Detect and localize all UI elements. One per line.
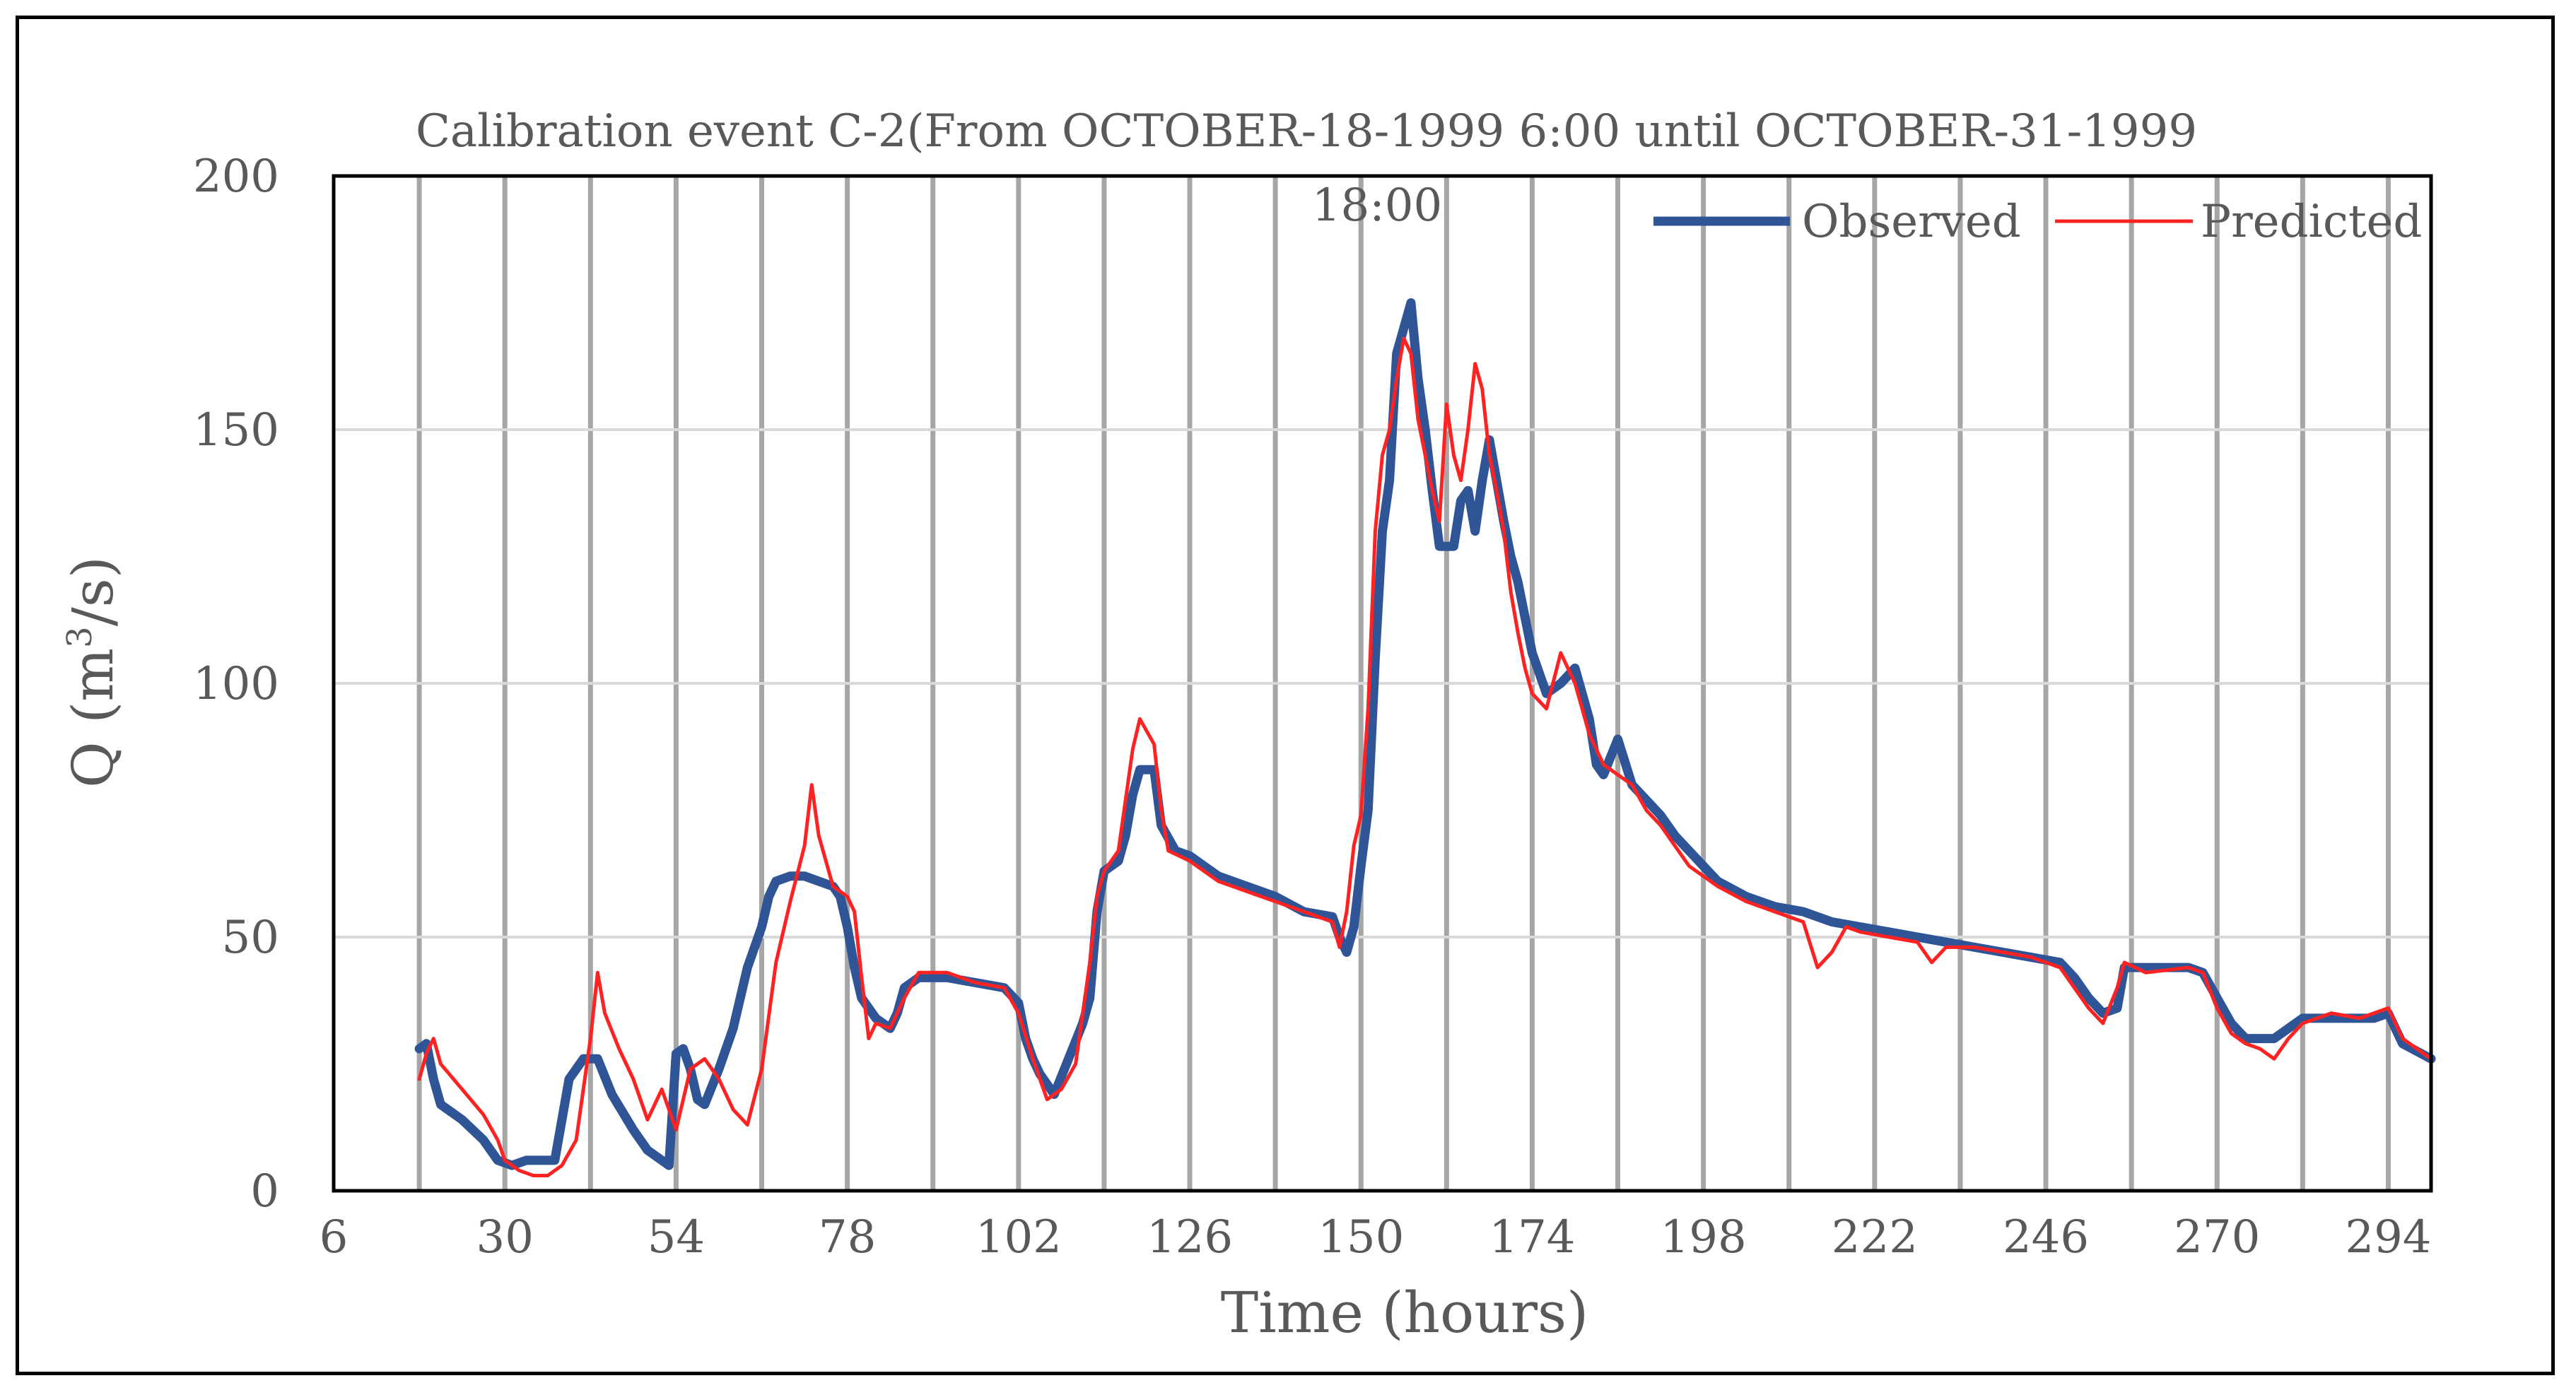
x-tick-label: 222 [1832,1211,1918,1264]
y-tick-label: 200 [193,151,279,203]
y-tick-labels: 0 50 100 150 200 [193,151,279,1218]
x-tick-label: 54 [648,1211,705,1264]
x-axis-title: Time (hours) [1221,1280,1589,1346]
y-axis-title-main: Q (m [60,648,126,788]
plot-area-border [332,174,2433,1193]
x-tick-label: 102 [976,1211,1062,1264]
y-tick-label: 50 [222,912,279,964]
x-tick-label: 150 [1318,1211,1404,1264]
y-tick-label: 0 [250,1165,279,1218]
chart-title-line-2: 18:00 [1312,179,1442,232]
x-tick-label: 270 [2174,1211,2260,1264]
x-tick-label: 198 [1661,1211,1747,1264]
figure-frame: 6 30 54 78 102 126 150 174 198 222 246 270 294 0 50 10… [16,16,2555,1375]
chart-title-line-1: Calibration event C-2(From OCTOBER-18-19… [416,105,2197,158]
x-tick-label: 6 [320,1211,349,1264]
y-axis-title-tail: /s) [60,556,126,626]
x-tick-labels: 6 30 54 78 102 126 150 174 198 222 246 270 294 [320,1211,2432,1264]
line-chart: 6 30 54 78 102 126 150 174 198 222 246 270 294 0 50 10… [19,19,2551,1372]
legend-label-observed: Observed [1802,196,2021,248]
x-tick-label: 78 [819,1211,876,1264]
y-tick-label: 100 [193,658,279,710]
y-axis-title-superscript: 3 [60,626,100,648]
series-line-predicted [417,336,2433,1177]
series-layer [414,298,2436,1177]
x-tick-label: 174 [1489,1211,1575,1264]
y-axis-title: Q (m3/s) [60,556,126,788]
y-tick-label: 150 [193,404,279,457]
x-tick-label: 126 [1147,1211,1233,1264]
x-tick-label: 30 [476,1211,533,1264]
x-tick-label: 246 [2003,1211,2089,1264]
legend-label-predicted: Predicted [2201,196,2422,248]
legend: Observed Predicted [1653,196,2422,248]
series-line-observed [414,298,2436,1170]
x-tick-label: 294 [2345,1211,2431,1264]
